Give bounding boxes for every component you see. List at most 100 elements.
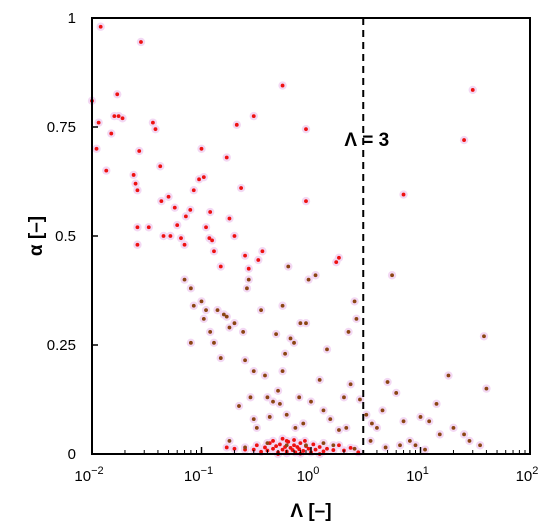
data-point: [232, 321, 237, 326]
data-point: [208, 330, 213, 334]
data-point: [280, 436, 285, 441]
data-point: [201, 316, 206, 321]
data-point: [317, 377, 322, 382]
data-point: [109, 131, 114, 136]
x-tick-label: 101: [406, 465, 429, 485]
data-point: [383, 445, 388, 450]
data-points-layer: [90, 24, 489, 456]
data-point: [210, 238, 215, 243]
data-point: [274, 444, 278, 449]
data-point: [260, 249, 265, 254]
data-point: [321, 441, 326, 445]
data-point: [263, 373, 267, 378]
data-point: [254, 443, 259, 448]
data-point: [197, 177, 201, 182]
data-point: [478, 443, 482, 448]
data-point: [380, 408, 385, 413]
data-point: [325, 446, 329, 451]
y-tick-label: 0.75: [47, 119, 76, 136]
data-point: [153, 127, 158, 132]
data-point: [334, 260, 339, 265]
data-point: [271, 439, 275, 443]
data-point: [251, 417, 256, 422]
data-point: [201, 175, 206, 180]
data-point: [271, 446, 275, 451]
data-point: [306, 277, 311, 282]
data-point: [139, 40, 143, 44]
data-point: [278, 442, 282, 447]
data-point: [348, 382, 353, 387]
data-point: [306, 446, 311, 451]
data-point: [346, 330, 351, 334]
data-point: [278, 401, 282, 406]
data-point: [98, 24, 103, 29]
y-tick-label: 0: [68, 446, 76, 463]
data-point: [284, 443, 289, 448]
data-point: [191, 303, 196, 308]
data-point: [158, 164, 163, 169]
data-point: [401, 419, 406, 424]
data-point: [188, 340, 193, 345]
data-point: [337, 255, 341, 260]
point-halo-layer: [87, 22, 491, 459]
data-point: [437, 432, 442, 437]
data-point: [135, 188, 140, 193]
data-point: [309, 399, 313, 404]
data-point: [166, 194, 171, 199]
data-point: [251, 447, 256, 452]
data-point: [434, 401, 439, 406]
data-point: [418, 415, 423, 419]
data-point: [94, 146, 99, 151]
data-point: [288, 336, 293, 341]
data-point: [304, 199, 308, 204]
data-point: [179, 236, 183, 241]
data-point: [224, 155, 229, 160]
data-point: [328, 417, 333, 422]
data-point: [470, 88, 475, 92]
y-axis-label: α [–]: [26, 216, 47, 256]
data-point: [321, 408, 326, 413]
data-point: [274, 332, 278, 336]
data-point: [301, 421, 306, 426]
data-point: [265, 441, 270, 445]
data-point: [212, 340, 216, 345]
data-point: [364, 412, 369, 417]
data-point: [239, 186, 244, 190]
x-tick-label: 100: [297, 465, 320, 485]
data-point: [133, 181, 138, 186]
data-point: [96, 120, 101, 125]
data-point: [115, 92, 120, 97]
data-point: [212, 249, 216, 254]
data-point: [191, 188, 196, 193]
data-point: [276, 388, 280, 393]
y-tick-label: 0.5: [55, 228, 76, 245]
data-point: [313, 447, 318, 452]
data-point: [227, 325, 232, 330]
data-point: [116, 114, 121, 118]
data-point: [237, 404, 241, 408]
data-point: [467, 439, 472, 443]
data-point: [245, 286, 249, 291]
data-point: [267, 415, 272, 419]
data-point: [303, 439, 307, 443]
data-point: [251, 369, 256, 374]
data-point: [271, 399, 275, 404]
data-point: [446, 373, 451, 378]
x-tick-label: 10−2: [74, 465, 103, 485]
data-point: [227, 216, 232, 221]
data-point: [112, 114, 117, 118]
data-point: [227, 439, 232, 443]
data-point: [317, 445, 322, 449]
data-point: [331, 443, 336, 448]
data-point: [183, 214, 188, 219]
data-point: [370, 421, 374, 426]
reference-line-label: Λ = 3: [344, 130, 389, 151]
y-axis-ticks: 0 0.25 0.5 0.75 1: [47, 10, 98, 463]
data-point: [385, 380, 390, 384]
data-point: [348, 445, 353, 450]
data-point: [284, 439, 289, 443]
data-point: [131, 173, 136, 177]
data-point: [243, 445, 247, 450]
data-point: [182, 242, 187, 247]
data-point: [208, 210, 213, 214]
